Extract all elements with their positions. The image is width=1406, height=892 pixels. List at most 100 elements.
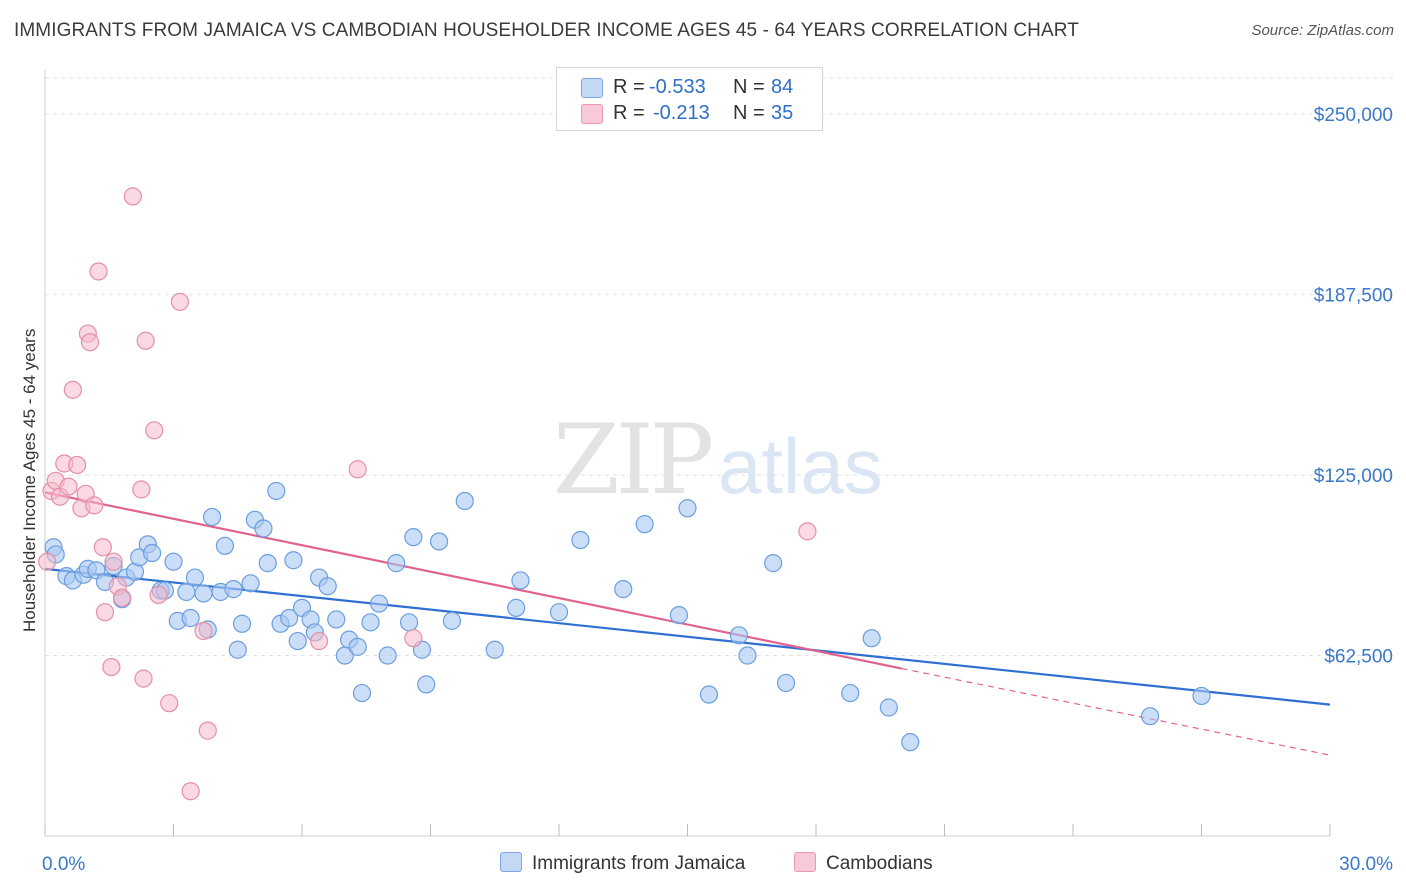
watermark-zip: ZIP xyxy=(553,404,712,516)
y-tick-label: $187,500 xyxy=(1314,286,1393,307)
point-jamaica xyxy=(164,552,183,571)
point-jamaica xyxy=(361,613,380,632)
point-jamaica xyxy=(841,683,860,703)
point-cambodian xyxy=(404,629,423,648)
point-jamaica xyxy=(614,580,633,599)
point-cambodian xyxy=(145,421,164,440)
legend-r-value-cambodians: -0.213 xyxy=(653,102,710,124)
point-jamaica xyxy=(571,530,590,550)
point-jamaica xyxy=(181,608,200,628)
point-cambodian xyxy=(93,538,112,557)
point-cambodian xyxy=(95,603,115,622)
point-jamaica xyxy=(280,608,299,628)
point-jamaica xyxy=(455,491,474,511)
point-cambodian xyxy=(59,477,78,496)
point-jamaica xyxy=(267,481,286,501)
point-cambodian xyxy=(112,588,132,607)
point-jamaica xyxy=(202,507,222,527)
point-cambodian xyxy=(89,262,108,281)
point-jamaica xyxy=(699,685,719,704)
point-jamaica xyxy=(417,675,436,694)
point-cambodian xyxy=(194,621,213,641)
point-cambodian xyxy=(102,657,121,677)
point-cambodian xyxy=(38,552,57,571)
point-jamaica xyxy=(669,605,689,625)
chart-title: IMMIGRANTS FROM JAMAICA VS CAMBODIAN HOU… xyxy=(14,20,1079,41)
watermark: ZIP atlas xyxy=(553,404,883,516)
point-jamaica xyxy=(678,499,697,518)
x-tick-label-min: 0.0% xyxy=(42,854,85,875)
point-cambodian xyxy=(160,694,179,713)
point-jamaica xyxy=(318,577,337,596)
point-jamaica xyxy=(241,574,260,593)
legend-r-label: R = xyxy=(613,76,645,98)
trend-line-cambodian-extension xyxy=(901,667,1331,756)
legend-r-value-jamaica: -0.533 xyxy=(649,76,706,98)
bottom-legend-label-jamaica: Immigrants from Jamaica xyxy=(532,853,746,874)
point-cambodian xyxy=(132,480,151,499)
point-jamaica xyxy=(378,646,397,665)
point-jamaica xyxy=(399,613,419,632)
point-jamaica xyxy=(348,637,367,656)
x-tick-label-max: 30.0% xyxy=(1339,854,1393,875)
point-cambodian xyxy=(134,669,153,688)
point-cambodian xyxy=(123,187,142,206)
point-jamaica xyxy=(352,683,372,703)
legend-n-value-jamaica: 84 xyxy=(771,76,794,98)
point-cambodian xyxy=(136,331,155,350)
point-jamaica xyxy=(284,551,303,570)
axes xyxy=(44,70,1331,837)
point-cambodian xyxy=(63,380,82,399)
point-cambodian xyxy=(798,522,817,541)
point-cambodian xyxy=(80,333,100,352)
source-label: Source: ZipAtlas.com xyxy=(1251,22,1394,39)
legend-r-label: R = xyxy=(613,102,645,124)
point-jamaica xyxy=(879,698,898,717)
point-cambodian xyxy=(85,496,104,515)
gridlines xyxy=(45,77,1395,657)
data-points xyxy=(38,187,1211,801)
watermark-atlas: atlas xyxy=(718,422,883,510)
bottom-legend-label-cambodians: Cambodians xyxy=(826,853,933,874)
point-cambodian xyxy=(104,552,123,571)
legend-swatch-cambodians xyxy=(581,104,603,124)
point-jamaica xyxy=(862,629,881,648)
point-jamaica xyxy=(442,611,462,630)
point-cambodian xyxy=(149,585,168,604)
legend-swatch-jamaica xyxy=(581,78,603,98)
legend-n-value-cambodians: 35 xyxy=(771,102,794,124)
point-jamaica xyxy=(549,603,569,622)
point-jamaica xyxy=(635,515,654,534)
y-tick-labels: $62,500 $125,000 $187,500 $250,000 xyxy=(1314,105,1393,667)
point-cambodian xyxy=(310,631,329,651)
point-jamaica xyxy=(194,584,213,603)
point-jamaica xyxy=(511,571,530,590)
point-jamaica xyxy=(228,640,247,659)
trend-line-jamaica xyxy=(44,567,1331,706)
x-tick-labels: 0.0% 30.0% xyxy=(42,854,1393,875)
point-jamaica xyxy=(327,610,346,629)
point-jamaica xyxy=(901,733,920,752)
point-jamaica xyxy=(258,554,277,573)
point-cambodian xyxy=(181,782,200,801)
point-jamaica xyxy=(429,532,449,551)
legend-n-label: N = xyxy=(733,76,765,98)
legend-n-label: N = xyxy=(733,102,765,124)
y-tick-label: $125,000 xyxy=(1314,466,1393,487)
point-jamaica xyxy=(404,528,423,547)
point-jamaica xyxy=(387,554,406,573)
bottom-legend-swatch-jamaica xyxy=(500,852,522,872)
point-jamaica xyxy=(232,614,252,633)
point-jamaica xyxy=(1140,707,1160,726)
point-jamaica xyxy=(729,626,749,645)
correlation-legend: R = -0.533 N = 84 R = -0.213 N = 35 xyxy=(556,67,823,131)
point-jamaica xyxy=(1192,686,1211,706)
bottom-legend-cambodians: Cambodians xyxy=(794,852,933,875)
point-jamaica xyxy=(776,673,796,693)
point-jamaica xyxy=(738,646,757,665)
point-cambodian xyxy=(68,455,87,475)
point-jamaica xyxy=(254,519,273,538)
bottom-legend-swatch-cambodians xyxy=(794,852,816,872)
point-jamaica xyxy=(288,631,307,651)
